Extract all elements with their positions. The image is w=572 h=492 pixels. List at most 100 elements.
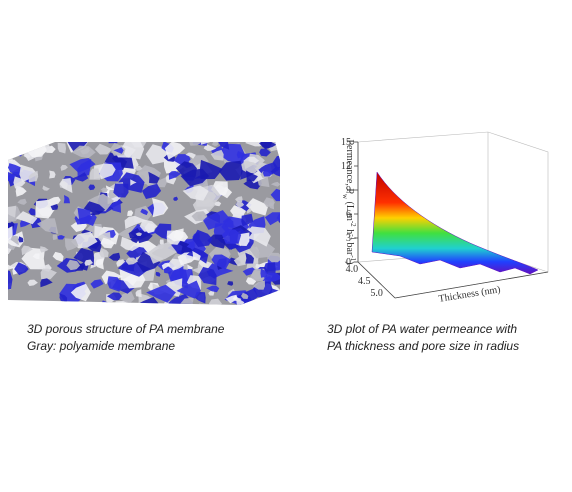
pore-blob bbox=[108, 142, 119, 144]
pore-blob bbox=[59, 178, 73, 193]
pore-blob bbox=[69, 158, 96, 173]
pore-blob bbox=[15, 185, 27, 197]
pore-blob bbox=[8, 302, 14, 305]
pore-blob bbox=[37, 218, 59, 234]
pore-blob bbox=[120, 236, 142, 251]
z-label-part: h bbox=[344, 227, 355, 235]
pore-blob bbox=[109, 199, 121, 213]
pore-blob bbox=[19, 164, 38, 183]
z-tick-label: 3 bbox=[346, 233, 351, 244]
pore-blob bbox=[233, 250, 250, 267]
caption-line: 3D plot of PA water permeance with bbox=[327, 322, 517, 336]
pore-blob bbox=[270, 166, 280, 178]
pore-blob bbox=[242, 267, 258, 276]
pore-blob bbox=[40, 278, 53, 288]
z-label-part: w bbox=[341, 194, 349, 200]
pore-blob bbox=[71, 145, 96, 159]
pore-blob bbox=[67, 142, 88, 152]
pore-blob bbox=[113, 147, 124, 154]
pore-blob bbox=[98, 300, 116, 305]
pore-tick-label: 4.0 bbox=[346, 264, 359, 275]
pore-blob bbox=[100, 237, 115, 249]
pore-blob bbox=[218, 142, 234, 143]
z-tick-label: 15 bbox=[341, 137, 351, 148]
pore-blob bbox=[182, 185, 209, 201]
pore-blob bbox=[225, 304, 244, 305]
pore-blob bbox=[161, 262, 171, 270]
pore-blob bbox=[146, 284, 176, 303]
pore-blob bbox=[262, 169, 273, 177]
pore-blob bbox=[263, 197, 275, 208]
pore-blob bbox=[47, 196, 61, 206]
z-axis-label: Permeance, Pw (L m-2 h-1 bar-1) bbox=[341, 139, 357, 264]
pore-blob bbox=[108, 252, 121, 261]
z-label-part: -1 bbox=[349, 234, 357, 240]
pore-blob bbox=[241, 213, 254, 227]
pore-blob bbox=[270, 188, 280, 202]
pore-blob bbox=[49, 170, 56, 179]
pore-blob bbox=[168, 171, 182, 180]
pore-blob bbox=[113, 183, 129, 198]
pore-blob bbox=[125, 306, 137, 319]
pore-blob bbox=[90, 279, 104, 289]
pore-axis bbox=[357, 261, 396, 299]
pore-blob bbox=[140, 208, 149, 216]
pore-blob bbox=[179, 297, 194, 305]
caption-line: Gray: polyamide membrane bbox=[27, 339, 175, 353]
pore-blob bbox=[221, 228, 242, 244]
pore-blob bbox=[117, 260, 151, 277]
pore-blob bbox=[87, 303, 104, 305]
pore-blob bbox=[130, 236, 140, 244]
pore-blob bbox=[13, 176, 26, 189]
pore-blob bbox=[169, 269, 188, 289]
z-tick-label: 9 bbox=[346, 185, 351, 196]
pore-blob bbox=[57, 142, 66, 154]
permeance-surface bbox=[371, 171, 539, 275]
z-tick-label: 6 bbox=[346, 209, 351, 220]
pore-blob bbox=[15, 211, 38, 225]
pore-blob bbox=[274, 296, 280, 305]
pore-blob bbox=[0, 182, 5, 192]
pore-blob bbox=[20, 220, 31, 228]
pore-blob bbox=[206, 285, 220, 293]
pore-blob bbox=[139, 219, 158, 232]
pore-blob bbox=[260, 268, 268, 278]
pore-blob bbox=[70, 283, 91, 302]
pore-blob bbox=[277, 149, 280, 154]
pore-blob bbox=[148, 241, 177, 264]
pore-blob bbox=[136, 251, 161, 273]
pore-blob bbox=[135, 232, 143, 236]
pore-blob bbox=[236, 151, 248, 159]
pore-blob bbox=[211, 254, 232, 270]
thickness-label: Thickness (nm) bbox=[438, 284, 501, 305]
pore-blob bbox=[259, 148, 271, 157]
pore-blob bbox=[64, 238, 79, 251]
pore-blob bbox=[210, 149, 224, 161]
pore-blob bbox=[218, 142, 230, 150]
caption-line: 3D porous structure of PA membrane bbox=[27, 322, 225, 336]
pore-blob bbox=[130, 179, 137, 186]
z-tick-label: 12 bbox=[341, 161, 351, 172]
pore-blob bbox=[28, 208, 37, 216]
pore-blob bbox=[66, 259, 81, 271]
pore-blob bbox=[155, 271, 161, 277]
pore-blob bbox=[95, 305, 110, 318]
pore-blob bbox=[14, 262, 29, 276]
pore-blob bbox=[212, 142, 219, 146]
pore-blob bbox=[60, 164, 68, 171]
pore-blob bbox=[94, 143, 113, 155]
pore-blob bbox=[192, 303, 218, 305]
pore-blob bbox=[8, 163, 23, 176]
pore-blob bbox=[106, 292, 122, 301]
pore-blob bbox=[84, 259, 93, 266]
pore-blob bbox=[245, 170, 258, 182]
pore-blob bbox=[152, 198, 169, 218]
pore-blob bbox=[0, 130, 5, 143]
pore-blob bbox=[135, 165, 143, 171]
pore-blob bbox=[214, 201, 222, 207]
pore-blob bbox=[0, 186, 6, 195]
pore-blob bbox=[225, 294, 238, 304]
pore-blob bbox=[47, 301, 68, 305]
pore-blob bbox=[241, 292, 249, 299]
